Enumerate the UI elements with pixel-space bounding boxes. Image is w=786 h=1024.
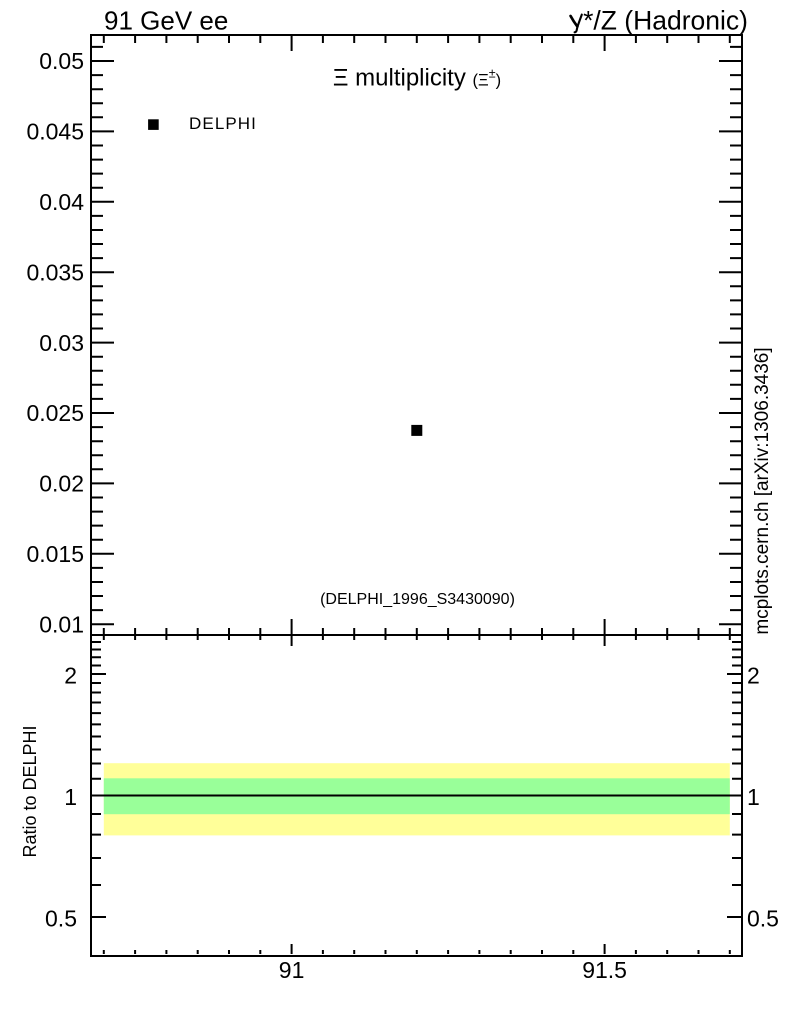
svg-text:0.035: 0.035 [26,259,84,285]
svg-text:0.04: 0.04 [39,189,84,215]
svg-text:91: 91 [279,957,305,983]
svg-text:2: 2 [747,663,760,689]
svg-text:2: 2 [64,663,77,689]
svg-text:(DELPHI_1996_S3430090): (DELPHI_1996_S3430090) [320,591,515,608]
svg-text:1: 1 [747,784,760,810]
svg-text:0.5: 0.5 [747,906,779,932]
svg-text:*/Z (Hadronic): */Z (Hadronic) [583,6,748,36]
svg-text:0.02: 0.02 [39,471,84,497]
svg-text:0.045: 0.045 [26,119,84,145]
svg-text:0.015: 0.015 [26,541,84,567]
svg-text:0.025: 0.025 [26,400,84,426]
svg-text:mcplots.cern.ch [arXiv:1306.34: mcplots.cern.ch [arXiv:1306.3436] [752,347,773,634]
svg-text:0.5: 0.5 [45,906,77,932]
svg-text:DELPHI: DELPHI [189,114,257,133]
svg-text:1: 1 [64,784,77,810]
svg-text:0.01: 0.01 [39,611,84,637]
svg-text:0.03: 0.03 [39,330,84,356]
svg-text:Ratio to DELPHI: Ratio to DELPHI [20,725,40,857]
svg-text:91 GeV ee: 91 GeV ee [104,6,228,36]
svg-text:91.5: 91.5 [582,957,627,983]
svg-text:0.05: 0.05 [39,48,84,74]
